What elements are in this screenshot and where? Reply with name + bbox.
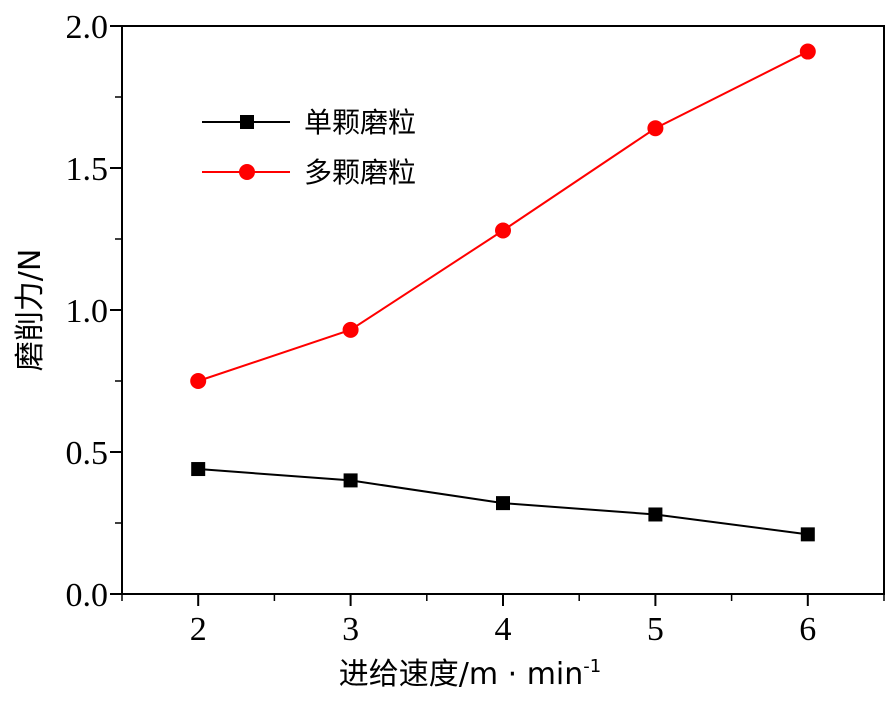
data-point-square [343, 473, 358, 488]
x-axis-title: 进给速度/m · min-1 [339, 656, 601, 692]
legend-marker-circle [239, 164, 255, 180]
data-point-circle [495, 222, 511, 239]
y-axis-title: 磨削力/N [13, 249, 48, 372]
legend-marker-square [240, 115, 254, 129]
data-point-circle [799, 43, 816, 60]
x-tick-label: 4 [495, 611, 512, 648]
x-tick-label: 2 [190, 611, 207, 648]
y-tick-label: 1.5 [66, 151, 109, 188]
series-1 [191, 462, 815, 542]
data-point-square [191, 462, 206, 477]
series-line [197, 50, 809, 382]
data-point-circle [342, 321, 359, 338]
data-point-circle [190, 373, 207, 389]
x-axis-title-superscript: -1 [583, 656, 601, 677]
y-tick-label: 0.5 [66, 435, 109, 472]
x-tick-label: 5 [647, 611, 664, 648]
series-2 [190, 43, 816, 389]
legend-label: 单颗磨粒 [304, 106, 416, 139]
legend-item: 多颗磨粒 [202, 156, 416, 189]
x-tick-label: 6 [799, 611, 816, 648]
data-series [190, 43, 816, 542]
data-point-circle [647, 120, 664, 137]
legend-label: 多颗磨粒 [304, 156, 416, 189]
data-point-square [800, 527, 815, 542]
x-tick-label: 3 [342, 611, 359, 648]
data-point-square [496, 496, 510, 511]
y-tick-label: 2.0 [66, 9, 109, 46]
data-point-square [648, 507, 663, 522]
legend-item: 单颗磨粒 [202, 106, 416, 139]
axis-ticks: 2 3 4 5 6 0.0 0.5 1.0 1.5 2.0 [66, 9, 885, 648]
y-tick-label: 0.0 [66, 577, 109, 614]
x-axis-title-main: 进给速度/m · min [339, 657, 584, 692]
y-tick-label: 1.0 [66, 293, 109, 330]
